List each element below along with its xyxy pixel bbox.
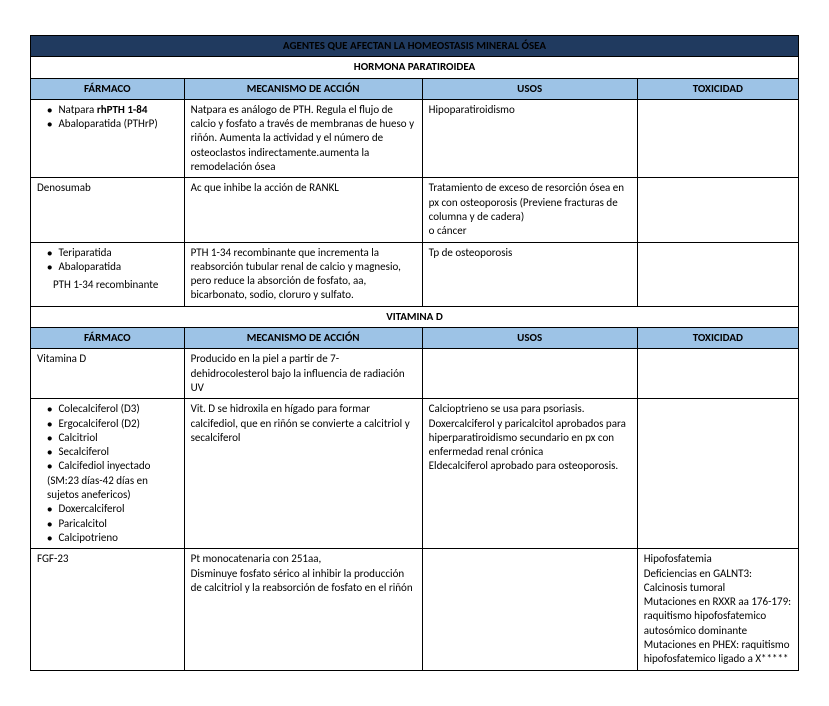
cell-usos: Hipoparatiroidismo [422,99,637,177]
table-row: Vitamina D Producido en la piel a partir… [31,349,799,399]
drug-item: Abaloparatida (PTHrP) [47,117,178,131]
hdr-usos: USOS [422,78,637,99]
section2-label: VITAMINA D [31,306,799,327]
cell-toxicidad [637,242,798,306]
cell-toxicidad [637,399,798,549]
drug-item: Calcipotrieno [47,531,178,545]
hdr-mecanismo: MECANISMO DE ACCIÓN [184,328,422,349]
cell-farmaco: Natpara rhPTH 1-84 Abaloparatida (PTHrP) [31,99,185,177]
drug-item: Secalciferol [47,445,178,459]
drug-item: Colecalciferol (D3) [47,402,178,416]
drug-item: Doxercalciferol [47,502,178,516]
hdr-toxicidad: TOXICIDAD [637,78,798,99]
header-row-1: FÁRMACO MECANISMO DE ACCIÓN USOS TOXICID… [31,78,799,99]
cell-mecanismo: Ac que inhibe la acción de RANKL [184,178,422,242]
drug-note: PTH 1-34 recombinante [37,278,178,292]
cell-farmaco: Denosumab [31,178,185,242]
cell-toxicidad: Hipofosfatemia Deficiencias en GALNT3: C… [637,549,798,670]
cell-usos: Tp de osteoporosis [422,242,637,306]
drug-item: Ergocalciferol (D2) [47,417,178,431]
cell-toxicidad [637,178,798,242]
cell-toxicidad [637,349,798,399]
cell-farmaco: Teriparatida Abaloparatida PTH 1-34 reco… [31,242,185,306]
cell-mecanismo: PTH 1-34 recombinante que incrementa la … [184,242,422,306]
drug-item: Abaloparatida [47,260,178,274]
drug-item: Calcifediol inyectado (SM:23 días-42 día… [47,459,178,502]
hdr-toxicidad: TOXICIDAD [637,328,798,349]
drug-item: Paricalcitol [47,517,178,531]
section-row: HORMONA PARATIROIDEA [31,57,799,78]
hdr-mecanismo: MECANISMO DE ACCIÓN [184,78,422,99]
table-title: AGENTES QUE AFECTAN LA HOMEOSTASIS MINER… [31,36,799,57]
table-row: Denosumab Ac que inhibe la acción de RAN… [31,178,799,242]
title-row: AGENTES QUE AFECTAN LA HOMEOSTASIS MINER… [31,36,799,57]
table-row: Colecalciferol (D3) Ergocalciferol (D2) … [31,399,799,549]
cell-usos [422,349,637,399]
cell-usos: Calcioptrieno se usa para psoriasis. Dox… [422,399,637,549]
section-row: VITAMINA D [31,306,799,327]
hdr-farmaco: FÁRMACO [31,328,185,349]
header-row-2: FÁRMACO MECANISMO DE ACCIÓN USOS TOXICID… [31,328,799,349]
table-row: FGF-23 Pt monocatenaria con 251aa, Dismi… [31,549,799,670]
drug-item: Natpara rhPTH 1-84 [58,103,147,116]
table-row: Natpara rhPTH 1-84 Abaloparatida (PTHrP)… [31,99,799,177]
cell-farmaco: FGF-23 [31,549,185,670]
cell-farmaco: Colecalciferol (D3) Ergocalciferol (D2) … [31,399,185,549]
cell-toxicidad [637,99,798,177]
cell-mecanismo: Producido en la piel a partir de 7-dehid… [184,349,422,399]
hdr-farmaco: FÁRMACO [31,78,185,99]
cell-mecanismo: Natpara es análogo de PTH. Regula el flu… [184,99,422,177]
cell-usos [422,549,637,670]
cell-usos: Tratamiento de exceso de resorción ósea … [422,178,637,242]
drug-item: Calcitriol [47,431,178,445]
table-row: Teriparatida Abaloparatida PTH 1-34 reco… [31,242,799,306]
cell-mecanismo: Pt monocatenaria con 251aa, Disminuye fo… [184,549,422,670]
section1-label: HORMONA PARATIROIDEA [31,57,799,78]
hdr-usos: USOS [422,328,637,349]
drug-item: Teriparatida [47,246,178,260]
cell-farmaco: Vitamina D [31,349,185,399]
drug-table: AGENTES QUE AFECTAN LA HOMEOSTASIS MINER… [30,35,799,671]
cell-mecanismo: Vit. D se hidroxila en hígado para forma… [184,399,422,549]
